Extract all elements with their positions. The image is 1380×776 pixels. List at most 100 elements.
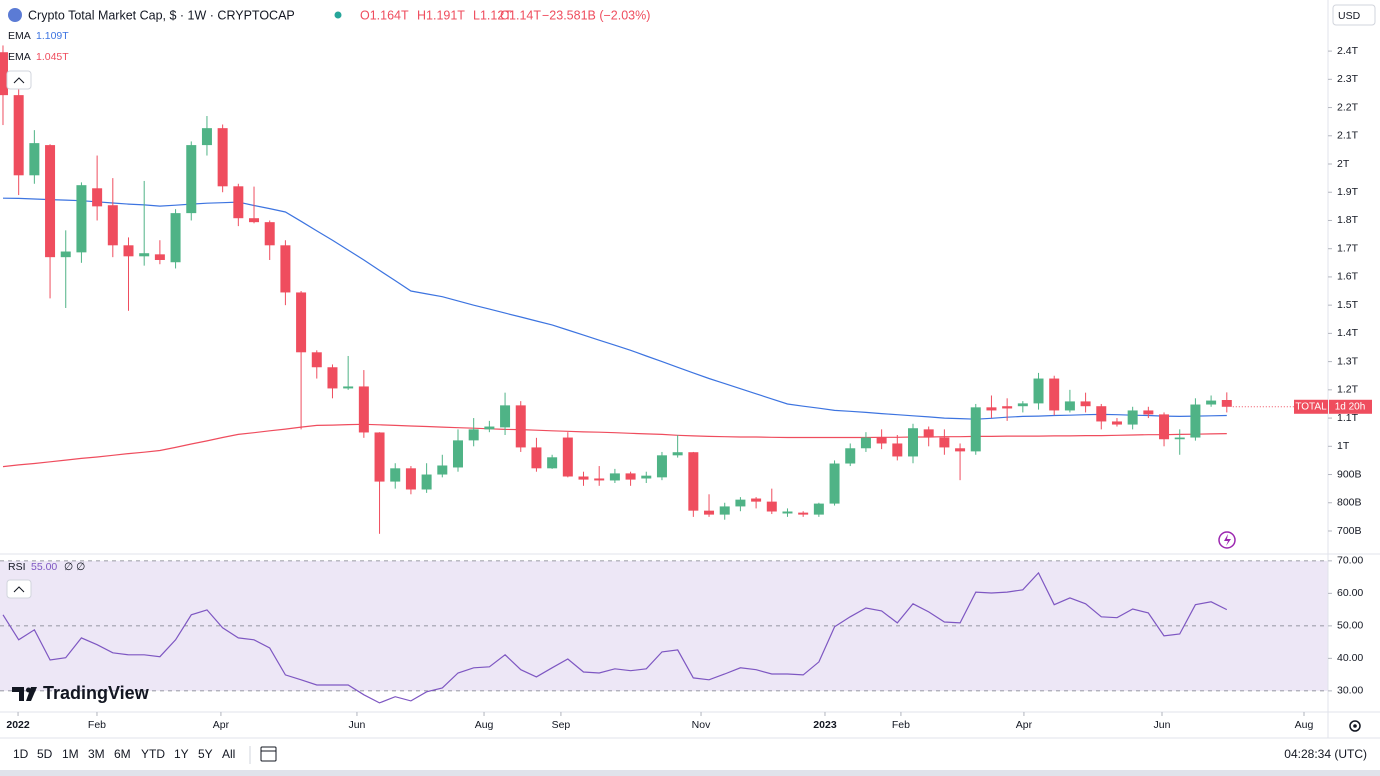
candle-body	[170, 213, 181, 263]
ema-legend-name: EMA	[8, 30, 31, 42]
candle-body	[1190, 404, 1201, 438]
last-price-symbol-box	[1294, 399, 1328, 414]
candle-body	[107, 205, 118, 246]
y-tick-label: 70.00	[1337, 555, 1363, 567]
candle-body	[358, 386, 369, 433]
candle-body	[923, 429, 934, 438]
range-button[interactable]: 1M	[62, 747, 79, 761]
candle-body	[92, 188, 103, 207]
candle-body	[625, 473, 636, 480]
candle-body	[1221, 400, 1232, 407]
symbol-icon	[8, 8, 22, 22]
candle-body	[547, 457, 558, 469]
bottom-strip	[0, 770, 1380, 776]
range-button[interactable]: 1Y	[174, 747, 189, 761]
candle-body	[672, 452, 683, 456]
x-tick-label: Apr	[213, 719, 230, 731]
y-tick-label: 2T	[1337, 158, 1350, 170]
candle-body	[939, 437, 950, 448]
collapse-icon[interactable]	[13, 586, 25, 593]
market-status[interactable]	[334, 11, 342, 19]
candle-body	[311, 352, 322, 368]
last-price-countdown: 1d 20h	[1335, 401, 1366, 412]
events-icon[interactable]	[1218, 531, 1236, 549]
x-tick-label: Jun	[348, 719, 365, 731]
events-bolt[interactable]	[1224, 534, 1231, 546]
candle-body	[327, 367, 338, 389]
candle-body	[421, 474, 432, 490]
currency[interactable]: USD	[1338, 10, 1361, 22]
logo-dot	[26, 687, 31, 693]
candle-body	[13, 95, 24, 176]
y-tick-label: 30.00	[1337, 685, 1363, 697]
rsi-legend-params: ∅ ∅	[64, 561, 85, 573]
candle-body	[986, 407, 997, 411]
candle-body	[1127, 410, 1138, 425]
candle-body	[845, 448, 856, 464]
candle-body	[955, 448, 966, 452]
candle-body	[1111, 421, 1122, 425]
y-tick-label: 2.3T	[1337, 73, 1359, 85]
y-tick-label: 2.4T	[1337, 45, 1359, 57]
candle-body	[29, 143, 40, 176]
candle-body	[264, 222, 275, 246]
range-button[interactable]: 1D	[13, 747, 29, 761]
rsi-lines	[2, 571, 1228, 704]
collapse-box[interactable]	[6, 70, 32, 90]
candle-body	[468, 429, 479, 441]
candle-body	[766, 501, 777, 512]
y-tick-label: 1.8T	[1337, 214, 1359, 226]
price-pane	[0, 45, 1232, 534]
clock[interactable]: 04:28:34 (UTC)	[1284, 747, 1367, 761]
candle-body	[186, 145, 197, 214]
candle-body	[813, 503, 824, 515]
candle-body	[76, 185, 87, 253]
x-tick-label: Sep	[552, 719, 571, 731]
candle-body	[578, 476, 589, 480]
collapse-button[interactable]	[6, 70, 32, 90]
y-tick-label: 1.2T	[1337, 384, 1359, 396]
candle-body	[154, 254, 165, 260]
header-bg	[0, 4, 660, 26]
collapse-icon[interactable]	[13, 77, 25, 84]
range-button[interactable]: 5Y	[198, 747, 213, 761]
candle-body	[1206, 400, 1217, 405]
logo-text: TradingView	[43, 683, 150, 703]
range-button[interactable]: 3M	[88, 747, 105, 761]
x-tick-label: Feb	[88, 719, 106, 731]
x-tick-label: 2022	[6, 719, 30, 731]
x-tick-label: Aug	[475, 719, 494, 731]
x-tick-label: 2023	[813, 719, 837, 731]
rsi-collapse-button[interactable]	[6, 579, 32, 599]
candle-body	[249, 218, 260, 223]
candle-body	[296, 292, 307, 353]
ema-legend-value: 1.109T	[36, 30, 69, 42]
candle-body	[1002, 406, 1013, 409]
candle-body	[719, 506, 730, 515]
range-button[interactable]: 5D	[37, 747, 53, 761]
y-tick-label: 1T	[1337, 440, 1350, 452]
candle-body	[594, 478, 605, 481]
currency-box[interactable]	[1332, 4, 1376, 26]
collapse-box[interactable]	[6, 579, 32, 599]
range-button[interactable]: All	[222, 747, 235, 761]
goto-date-icon[interactable]	[260, 746, 277, 762]
x-tick-label: Aug	[1295, 719, 1314, 731]
settings-dot[interactable]	[1353, 724, 1357, 728]
candle-body	[656, 455, 667, 478]
y-tick-label: 800B	[1337, 497, 1362, 509]
ohlc-high: H1.191T	[417, 8, 465, 22]
toolbar: 1D 5D 1M 3M 6M YTD 1Y 5Y All	[13, 747, 235, 761]
y-tick-label: 1.5T	[1337, 299, 1359, 311]
ema-legend-name: EMA	[8, 51, 31, 63]
candle-body	[908, 428, 918, 457]
y-tick-label: 700B	[1337, 525, 1362, 537]
symbol-title[interactable]: Crypto Total Market Cap, $ · 1W · CRYPTO…	[28, 8, 295, 22]
candle-body	[735, 499, 746, 507]
rsi-legend-name: RSI	[8, 561, 26, 573]
range-button[interactable]: YTD	[141, 747, 165, 761]
range-button[interactable]: 6M	[114, 747, 131, 761]
candle-body	[201, 128, 212, 146]
x-tick-label: Jun	[1154, 719, 1171, 731]
settings-icon[interactable]	[1349, 720, 1361, 732]
